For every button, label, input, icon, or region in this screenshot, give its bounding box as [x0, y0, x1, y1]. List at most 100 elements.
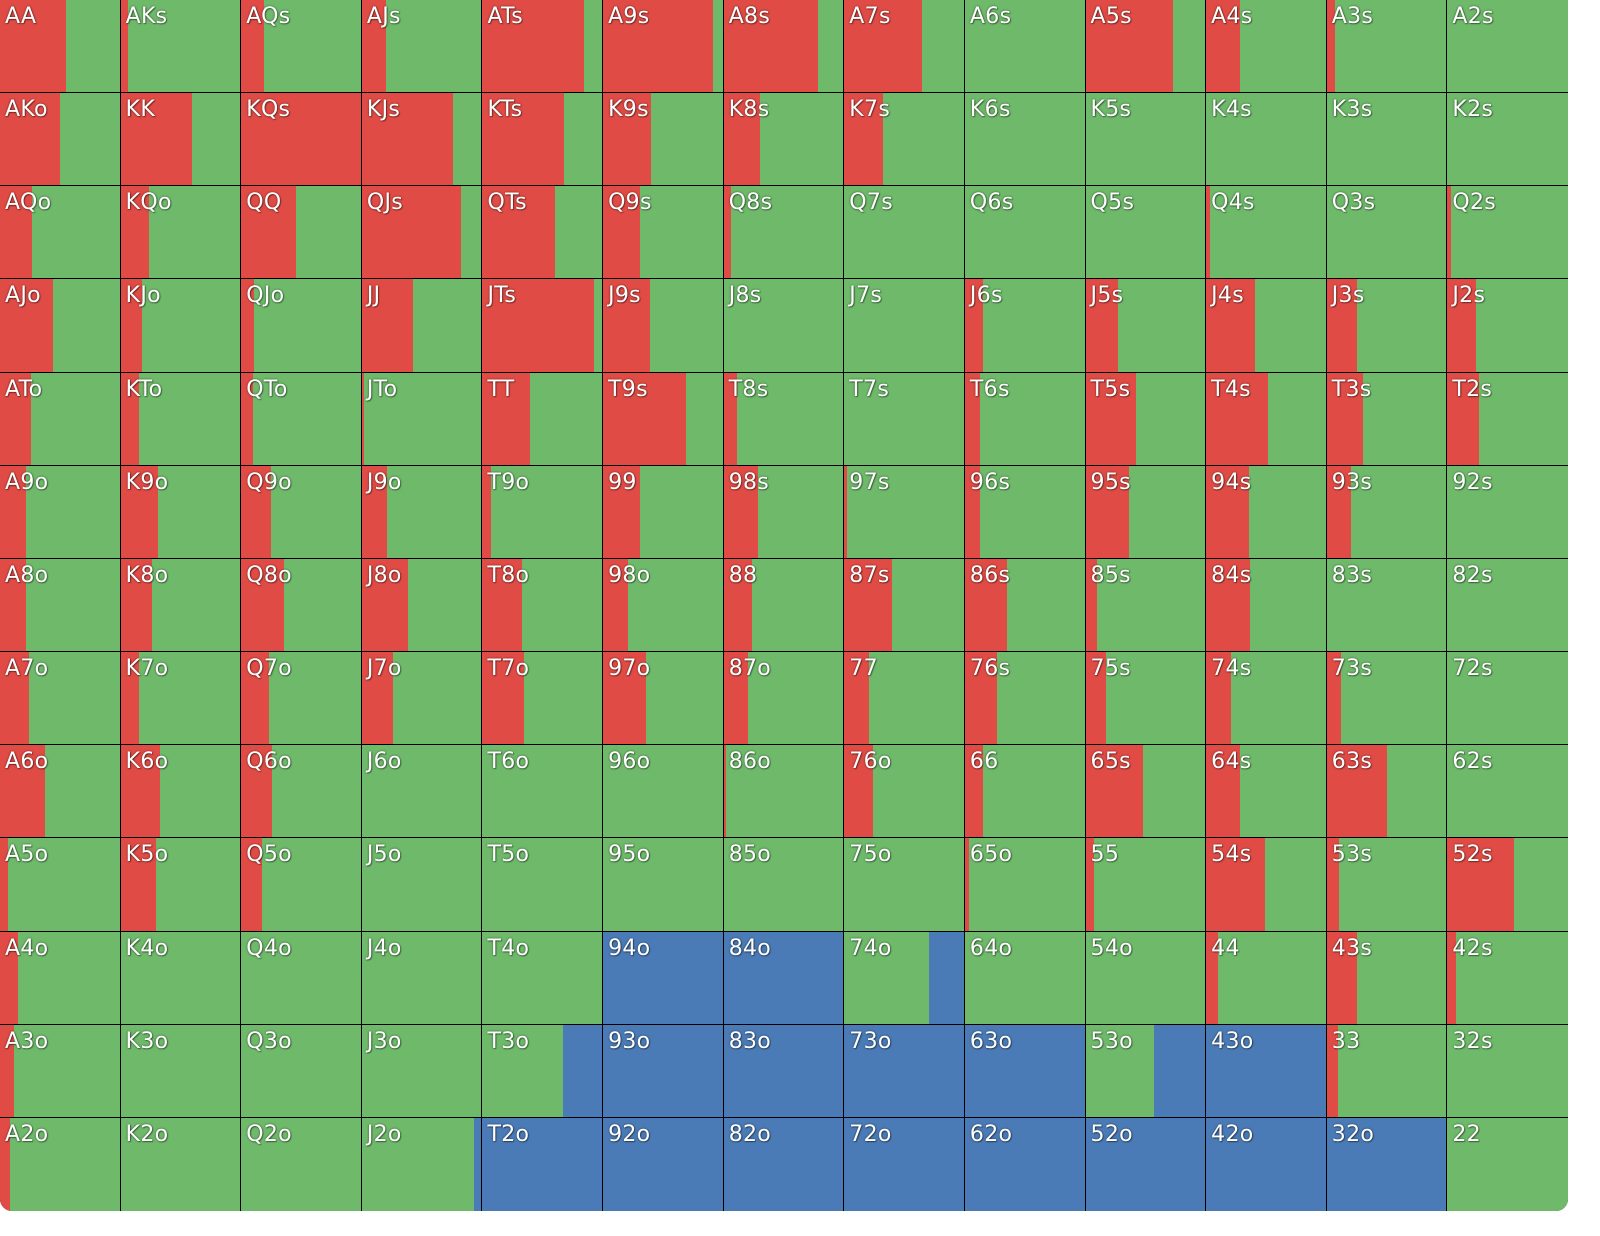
hand-cell-k9s[interactable]: K9s	[603, 93, 724, 187]
hand-cell-a4s[interactable]: A4s	[1206, 0, 1327, 94]
hand-cell-t6o[interactable]: T6o	[482, 745, 604, 839]
hand-cell-k4s[interactable]: K4s	[1206, 93, 1327, 187]
hand-cell-k3s[interactable]: K3s	[1326, 93, 1448, 187]
hand-cell-q3o[interactable]: Q3o	[241, 1024, 362, 1118]
hand-cell-64o[interactable]: 64o	[964, 931, 1086, 1025]
hand-cell-96s[interactable]: 96s	[964, 465, 1086, 559]
hand-cell-a6s[interactable]: A6s	[964, 0, 1086, 94]
hand-cell-t4s[interactable]: T4s	[1206, 372, 1327, 466]
hand-cell-a3o[interactable]: A3o	[0, 1024, 121, 1118]
hand-cell-72s[interactable]: 72s	[1447, 652, 1568, 746]
hand-cell-t6s[interactable]: T6s	[964, 372, 1086, 466]
hand-cell-j7o[interactable]: J7o	[361, 652, 483, 746]
hand-cell-52s[interactable]: 52s	[1447, 838, 1568, 932]
hand-cell-43s[interactable]: 43s	[1326, 931, 1448, 1025]
hand-cell-k6s[interactable]: K6s	[964, 93, 1086, 187]
hand-cell-a5s[interactable]: A5s	[1085, 0, 1207, 94]
hand-cell-k9o[interactable]: K9o	[120, 465, 242, 559]
hand-cell-a4o[interactable]: A4o	[0, 931, 121, 1025]
hand-cell-72o[interactable]: 72o	[844, 1117, 965, 1211]
hand-cell-42o[interactable]: 42o	[1206, 1117, 1327, 1211]
hand-cell-aqs[interactable]: AQs	[241, 0, 362, 94]
hand-cell-jj[interactable]: JJ	[361, 279, 483, 373]
hand-cell-q2o[interactable]: Q2o	[241, 1117, 362, 1211]
hand-cell-kjo[interactable]: KJo	[120, 279, 242, 373]
hand-cell-62s[interactable]: 62s	[1447, 745, 1568, 839]
hand-cell-a7o[interactable]: A7o	[0, 652, 121, 746]
hand-cell-k6o[interactable]: K6o	[120, 745, 242, 839]
hand-cell-82o[interactable]: 82o	[723, 1117, 845, 1211]
hand-cell-aa[interactable]: AA	[0, 0, 121, 94]
hand-cell-64s[interactable]: 64s	[1206, 745, 1327, 839]
hand-cell-a8s[interactable]: A8s	[723, 0, 845, 94]
hand-cell-83o[interactable]: 83o	[723, 1024, 845, 1118]
hand-cell-94o[interactable]: 94o	[603, 931, 724, 1025]
hand-cell-q8o[interactable]: Q8o	[241, 558, 362, 653]
hand-cell-85o[interactable]: 85o	[723, 838, 845, 932]
hand-cell-63o[interactable]: 63o	[964, 1024, 1086, 1118]
hand-cell-jto[interactable]: JTo	[361, 372, 483, 466]
hand-cell-a2o[interactable]: A2o	[0, 1117, 121, 1211]
hand-cell-85s[interactable]: 85s	[1085, 558, 1207, 653]
hand-cell-74s[interactable]: 74s	[1206, 652, 1327, 746]
hand-cell-j4o[interactable]: J4o	[361, 931, 483, 1025]
hand-cell-92o[interactable]: 92o	[603, 1117, 724, 1211]
hand-cell-73o[interactable]: 73o	[844, 1024, 965, 1118]
hand-cell-77[interactable]: 77	[844, 652, 965, 746]
hand-cell-q4s[interactable]: Q4s	[1206, 186, 1327, 280]
hand-cell-q4o[interactable]: Q4o	[241, 931, 362, 1025]
hand-cell-j3o[interactable]: J3o	[361, 1024, 483, 1118]
hand-cell-t4o[interactable]: T4o	[482, 931, 604, 1025]
hand-cell-k5o[interactable]: K5o	[120, 838, 242, 932]
hand-cell-93o[interactable]: 93o	[603, 1024, 724, 1118]
hand-cell-k7o[interactable]: K7o	[120, 652, 242, 746]
hand-cell-kto[interactable]: KTo	[120, 372, 242, 466]
hand-cell-k8s[interactable]: K8s	[723, 93, 845, 187]
hand-cell-k2s[interactable]: K2s	[1447, 93, 1568, 187]
hand-cell-a3s[interactable]: A3s	[1326, 0, 1448, 94]
hand-cell-t7s[interactable]: T7s	[844, 372, 965, 466]
hand-cell-76o[interactable]: 76o	[844, 745, 965, 839]
hand-cell-j5o[interactable]: J5o	[361, 838, 483, 932]
hand-cell-a2s[interactable]: A2s	[1447, 0, 1568, 94]
hand-cell-99[interactable]: 99	[603, 465, 724, 559]
hand-cell-q7s[interactable]: Q7s	[844, 186, 965, 280]
hand-cell-63s[interactable]: 63s	[1326, 745, 1448, 839]
hand-cell-97s[interactable]: 97s	[844, 465, 965, 559]
hand-cell-aks[interactable]: AKs	[120, 0, 242, 94]
hand-cell-t9s[interactable]: T9s	[603, 372, 724, 466]
hand-cell-q5o[interactable]: Q5o	[241, 838, 362, 932]
hand-cell-jts[interactable]: JTs	[482, 279, 604, 373]
hand-cell-qto[interactable]: QTo	[241, 372, 362, 466]
hand-cell-98s[interactable]: 98s	[723, 465, 845, 559]
hand-cell-33[interactable]: 33	[1326, 1024, 1448, 1118]
hand-cell-t3o[interactable]: T3o	[482, 1024, 604, 1118]
hand-cell-kjs[interactable]: KJs	[361, 93, 483, 187]
hand-cell-kts[interactable]: KTs	[482, 93, 604, 187]
hand-cell-74o[interactable]: 74o	[844, 931, 965, 1025]
hand-cell-94s[interactable]: 94s	[1206, 465, 1327, 559]
hand-cell-ako[interactable]: AKo	[0, 93, 121, 187]
hand-cell-qts[interactable]: QTs	[482, 186, 604, 280]
hand-cell-98o[interactable]: 98o	[603, 558, 724, 653]
hand-cell-j8s[interactable]: J8s	[723, 279, 845, 373]
hand-cell-qjs[interactable]: QJs	[361, 186, 483, 280]
hand-cell-54s[interactable]: 54s	[1206, 838, 1327, 932]
hand-cell-t8o[interactable]: T8o	[482, 558, 604, 653]
hand-cell-k7s[interactable]: K7s	[844, 93, 965, 187]
hand-cell-62o[interactable]: 62o	[964, 1117, 1086, 1211]
hand-cell-k5s[interactable]: K5s	[1085, 93, 1207, 187]
hand-cell-86s[interactable]: 86s	[964, 558, 1086, 653]
hand-cell-t5o[interactable]: T5o	[482, 838, 604, 932]
hand-cell-32s[interactable]: 32s	[1447, 1024, 1568, 1118]
hand-cell-44[interactable]: 44	[1206, 931, 1327, 1025]
hand-cell-83s[interactable]: 83s	[1326, 558, 1448, 653]
hand-cell-j9o[interactable]: J9o	[361, 465, 483, 559]
hand-cell-65o[interactable]: 65o	[964, 838, 1086, 932]
hand-cell-a5o[interactable]: A5o	[0, 838, 121, 932]
hand-cell-53s[interactable]: 53s	[1326, 838, 1448, 932]
hand-cell-92s[interactable]: 92s	[1447, 465, 1568, 559]
hand-cell-42s[interactable]: 42s	[1447, 931, 1568, 1025]
hand-cell-j6o[interactable]: J6o	[361, 745, 483, 839]
hand-cell-j8o[interactable]: J8o	[361, 558, 483, 653]
